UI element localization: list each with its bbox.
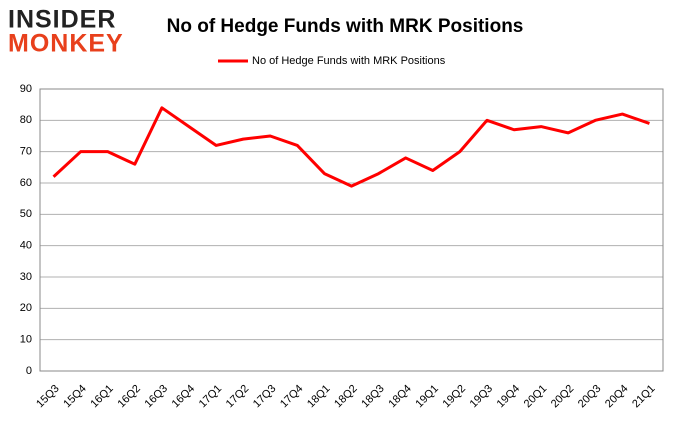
y-tick-label: 20 xyxy=(20,302,32,314)
logo-top: INSIDER xyxy=(8,6,116,34)
y-tick-label: 70 xyxy=(20,146,32,158)
y-tick-label: 80 xyxy=(20,114,32,126)
logo-bottom: MONKEY xyxy=(8,30,124,58)
y-tick-label: 60 xyxy=(20,177,32,189)
y-tick-label: 40 xyxy=(20,240,32,252)
y-tick-label: 50 xyxy=(20,208,32,220)
legend-label: No of Hedge Funds with MRK Positions xyxy=(252,55,446,67)
chart-title: No of Hedge Funds with MRK Positions xyxy=(167,16,524,37)
y-tick-label: 10 xyxy=(20,334,32,346)
y-tick-label: 0 xyxy=(26,365,32,377)
plot-border xyxy=(39,88,664,372)
data-line xyxy=(52,106,650,188)
y-tick-label: 90 xyxy=(20,83,32,95)
y-tick-label: 30 xyxy=(20,271,32,283)
